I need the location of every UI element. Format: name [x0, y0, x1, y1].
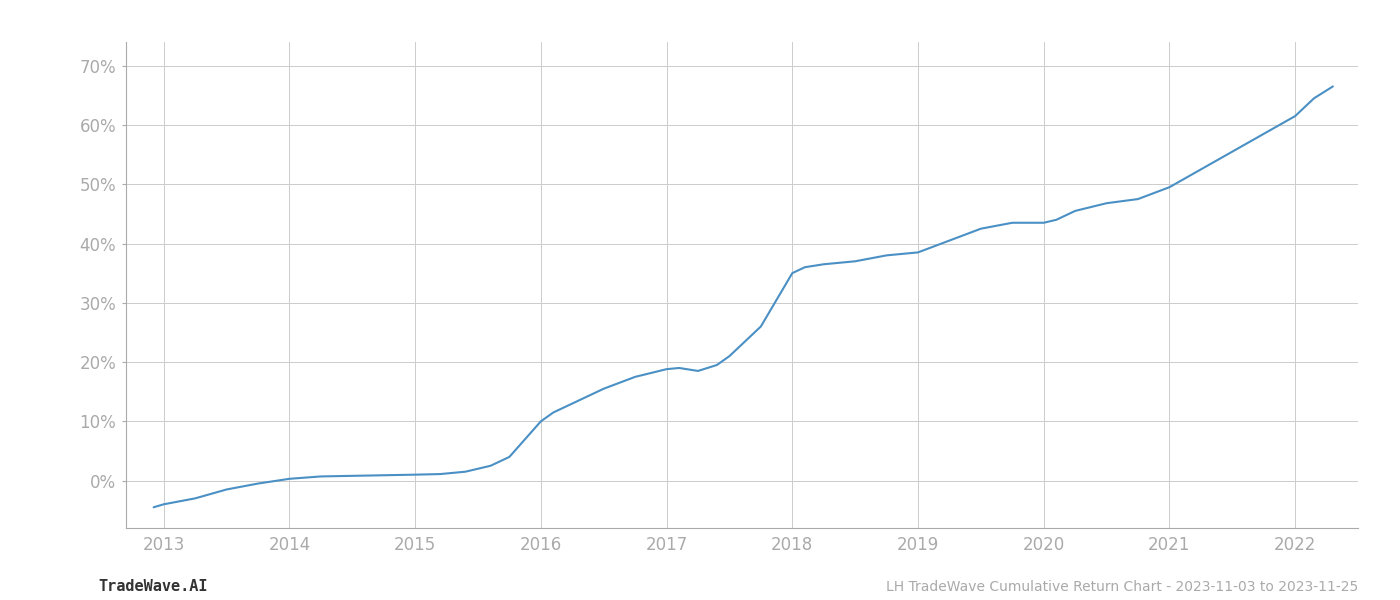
Text: LH TradeWave Cumulative Return Chart - 2023-11-03 to 2023-11-25: LH TradeWave Cumulative Return Chart - 2… [886, 580, 1358, 594]
Text: TradeWave.AI: TradeWave.AI [98, 579, 207, 594]
